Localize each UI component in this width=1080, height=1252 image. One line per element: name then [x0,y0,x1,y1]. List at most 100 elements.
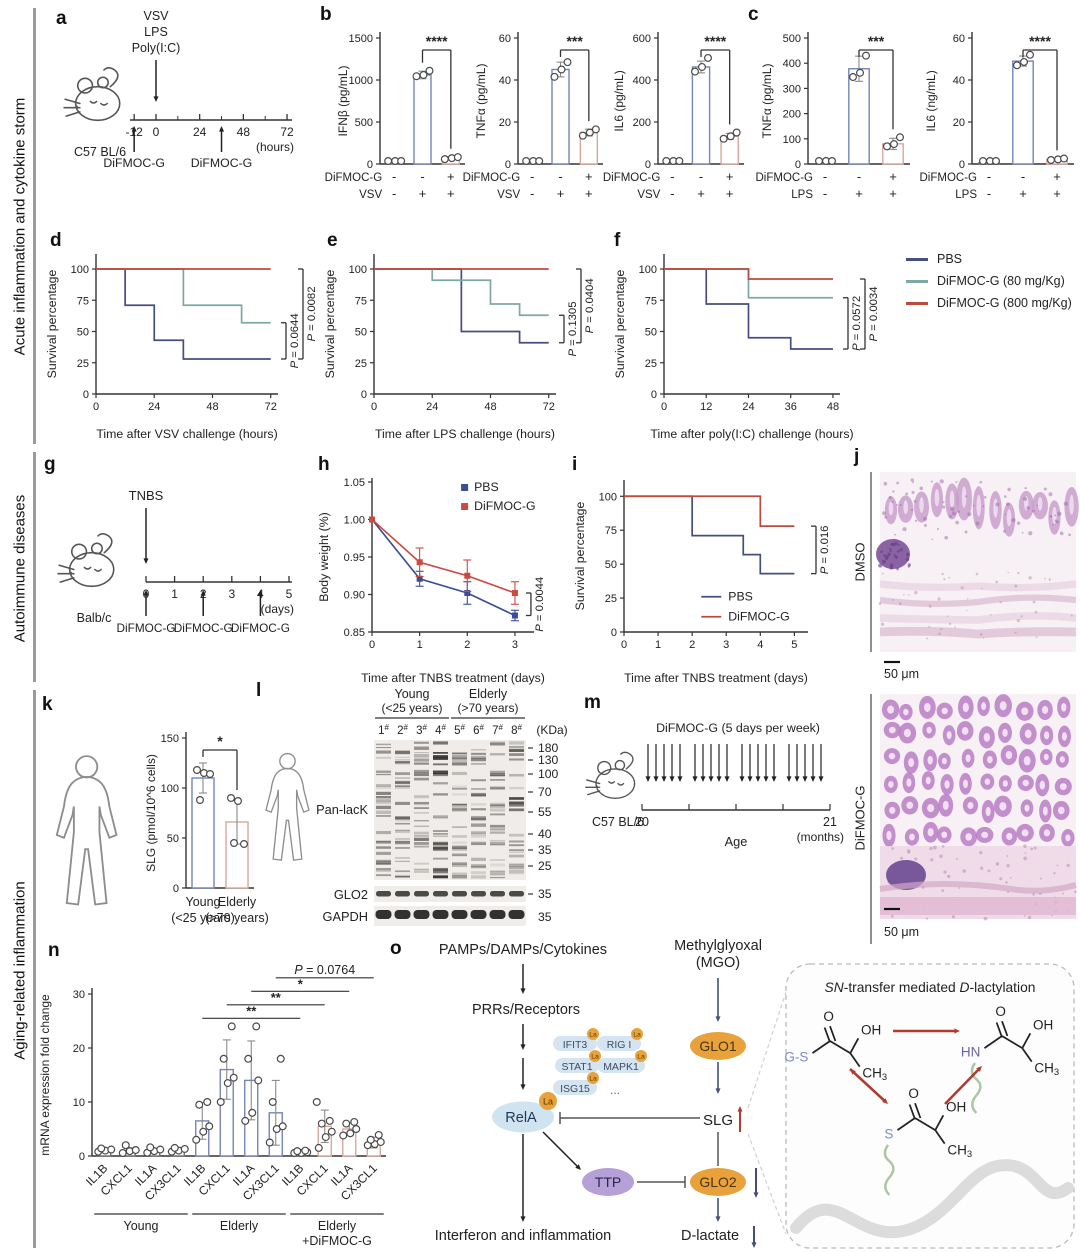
bar-chart-il6-vsv: 0 200 400 600 IL6 (pg/mL) **** DiFMOC-G - - + VSV -… [603,8,748,229]
svg-text:0.90: 0.90 [344,590,365,602]
mouse-strain-label: C57 BL/6 [74,145,126,159]
panel-letter-c: c [748,4,759,25]
western-blot: Young (<25 years) Elderly (>70 years) 1# 2# 3#… [256,678,578,945]
svg-text:O: O [995,1004,1006,1019]
x-axis-label: Time after TNBS treatment (days) [624,671,808,685]
section-label-aging: Aging-related inflammation [11,881,29,1060]
svg-text:0: 0 [369,639,375,651]
node-mgo: Methylglyoxal [674,938,762,954]
panel-letter-n: n [48,940,60,961]
svg-text:Young: Young [186,895,221,909]
svg-text:0: 0 [505,159,511,171]
svg-text:+: + [889,169,897,184]
svg-text:0: 0 [651,389,657,401]
svg-text:0.85: 0.85 [344,627,365,639]
panel-letter-b: b [320,4,332,25]
x-row-label: DiFMOC-G [920,172,978,184]
svg-text:0: 0 [173,883,179,895]
lane-label: 2# [397,723,408,737]
panel-c: c 0 100 200 300 400 500 TNFα (pg/mL) *** DiFMOC-… [744,0,1080,226]
svg-text:0: 0 [959,159,965,171]
timeline-vsv-lps-polyic: C57 BL/6 -12 0 24 48 72 (hours) VSV LPS Poly(I:C)… [44,2,314,229]
slg-bar-chart: 0 50 100 150 SLG (pmol/10^6 cells) * Young (<25… [142,700,269,951]
pill-gene: RIG I [607,1039,632,1051]
svg-text:+: + [585,186,593,201]
y-axis-label: TNFα (pg/mL) [474,64,488,139]
svg-text:La: La [633,1032,641,1039]
scale-bar-label: 50 μm [884,925,919,939]
axis-unit: (hours) [256,140,294,154]
panel-letter-k: k [42,694,53,715]
svg-text:P = 0.0764: P = 0.0764 [294,963,355,977]
svg-text:72: 72 [265,401,277,413]
legend-label: DiFMOC-G [474,499,535,513]
ellipsis: ... [610,1083,620,1097]
svg-text:50: 50 [605,559,617,571]
legend-line-difmoc800 [906,301,928,305]
histology-rule-bottom [870,694,872,944]
svg-text:S: S [884,1126,893,1141]
svg-text:75: 75 [355,295,367,307]
panel-letter-i: i [572,454,578,475]
panel-h: h 0.85 0.90 0.95 1.00 1.05 0 1 2 3 Time after TNB… [314,450,574,690]
svg-text:1.05: 1.05 [344,477,365,489]
svg-text:+: + [889,186,897,201]
kda-label: (KDa) [536,723,567,737]
significance-stars: **** [426,33,448,49]
node-glo1: GLO1 [699,1038,737,1054]
svg-text:-: - [823,186,827,201]
significance-stars: *** [566,33,583,49]
human-body-icon [55,755,118,906]
y-axis-label: Body weight (%) [317,512,331,602]
legend-label: DiFMOC-G [728,610,789,624]
svg-text:600: 600 [633,33,651,45]
bar-chart-il6-lps: 0 20 40 60 IL6 (ng/mL) **** DiFMOC-G - - + LPS - + + [920,8,1080,229]
legend-label: PBS [474,480,499,494]
svg-text:+: + [1019,186,1027,201]
kda-marker: 100 [538,767,559,781]
svg-text:60: 60 [499,33,511,45]
svg-text:100: 100 [639,264,657,276]
svg-text:-: - [1021,169,1025,184]
panel-l: l Young (<25 years) Elderly (>70 years) 1# 2#… [256,678,578,940]
svg-text:400: 400 [783,58,801,70]
timeline-tnbs: Balb/c012345(days)TNBSDiFMOC-GDiFMOC-GDi… [42,452,310,695]
stimulus-label: TNBS [129,488,164,503]
node-interferon: Interferon and inflammation [435,1228,612,1244]
treatment-label: DiFMOC-G [103,156,164,170]
p-value: P = 0.0044 [534,577,546,632]
mouse-strain-label: C57 BL/6 [592,815,644,829]
legend-label-difmoc800: DiFMOC-G (800 mg/Kg) [937,296,1072,310]
svg-text:0: 0 [611,627,617,639]
panel-m: m C57 BL/6 20 21 (months) Age DiFMOC-G (5 day… [578,690,858,880]
p-value: P = 0.016 [819,526,831,575]
svg-text:0: 0 [621,639,627,651]
panel-letter-g: g [44,454,56,475]
sidebar-rule-1 [33,8,36,444]
svg-text:-: - [699,169,703,184]
svg-text:20: 20 [499,117,511,129]
group-sub: (>70 years) [457,701,518,715]
group-label: Elderly [318,1219,357,1233]
stimulus-label: Poly(I:C) [132,41,181,55]
mouse-icon [63,67,121,122]
x-row-label: LPS [791,189,813,201]
svg-text:+: + [1053,169,1061,184]
panel-a: a C57 BL/6 -12 0 24 48 72 (hours) VSV LPS Poly(I:… [44,2,314,224]
pill-gene: ISG15 [560,1083,590,1095]
svg-text:24: 24 [742,401,754,413]
svg-text:*: * [298,976,304,991]
pill-gene: MAPK1 [603,1061,639,1073]
panel-letter-j: j [854,446,860,467]
svg-text:+: + [585,169,593,184]
significance-stars: **** [1029,33,1051,49]
x-row-label: VSV [359,189,382,201]
survival-legend: PBS DiFMOC-G (80 mg/Kg) DiFMOC-G (800 mg… [906,248,1080,318]
kda-marker: 35 [538,887,552,901]
group-label: Young [124,1219,159,1233]
legend-label-pbs: PBS [937,252,963,266]
lane-label: 8# [511,723,522,737]
svg-text:0: 0 [93,401,99,413]
y-axis-label: IFNβ (pg/mL) [336,66,350,137]
